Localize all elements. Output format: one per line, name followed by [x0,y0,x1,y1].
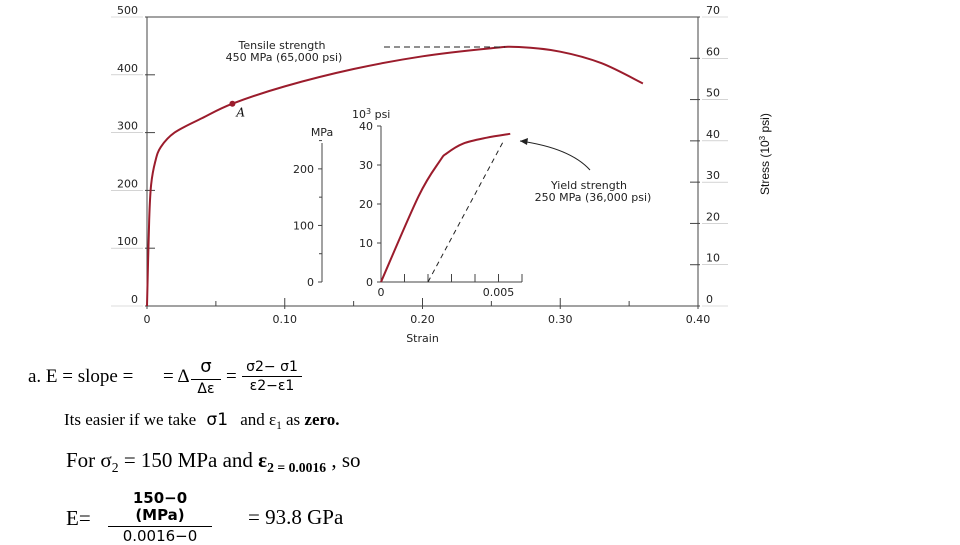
delta-equals: = Δ [163,366,190,387]
yield-arrow [519,140,591,171]
tensile-label-line2: 450 MPa (65,000 psi) [226,51,343,64]
inset-mpa-label: MPa [311,126,333,139]
left-y-tick-label: 0 [131,293,138,306]
fraction-bar [191,378,221,380]
fraction-denominator-2: ε2−ε1 [249,378,295,395]
epsilon-subscript: 1 [276,419,282,432]
inset-curve [380,132,511,283]
left-y-tick-label: 300 [117,120,138,133]
right-axis-label: Stress (103 psi) [758,113,773,195]
right-y-tick-label: 50 [706,87,720,100]
x-tick-label: 0.20 [410,313,435,326]
right-y-tick-label: 40 [706,128,720,141]
point-a-label: A [235,106,245,120]
value-text: = 150 MPa and [118,448,259,472]
solution-line-4-prefix: E= [66,506,91,531]
x-tick-label: 0.30 [548,313,573,326]
inset-ksi-tick-label: 30 [359,159,373,172]
zero-word: zero. [304,410,340,429]
right-y-tick-label: 60 [706,45,720,58]
fraction-e-denominator: 0.0016−0 [122,526,198,545]
yield-arrowhead [520,138,528,145]
inset-ksi-tick-label: 20 [359,198,373,211]
solution-prefix: a. E = slope = [28,366,134,387]
fraction-e-value: 150−0 (MPa) 0.0016−0 [108,489,212,545]
equals-sign: = [226,366,237,387]
left-y-tick-label: 400 [117,62,138,75]
fraction-e-bar [108,525,212,527]
solution-eq-delta: = Δ [163,366,190,388]
right-axis-label-end: psi) [758,113,772,136]
solution-eq-2: = [226,366,237,388]
inset-mpa-tick-label: 200 [293,163,314,176]
main-chart-series [146,45,644,307]
point-a-marker [229,100,236,107]
x-axis-label: Strain [406,332,439,345]
inset-ksi-tick-label: 10 [359,237,373,250]
right-axis-label-base: Stress (10 [758,140,772,195]
inset-x-tick-label-0: 0 [378,286,385,299]
solution-line-3: For σ2 = 150 MPa and ε2 = 0.0016 , so [66,448,361,476]
inset-mpa-tick-label: 100 [293,219,314,232]
fraction-e-numerator: 150−0 (MPa) [132,489,188,525]
tensile-label-line1: Tensile strength [237,39,325,52]
e-equals: E= [66,506,91,530]
result-value: = 93.8 GPa [248,505,344,529]
x-tick-label: 0.40 [686,313,711,326]
right-y-tick-label: 30 [706,169,720,182]
right-y-tick-label: 70 [706,4,720,17]
inset-ksi-label-sup: 3 [366,107,371,116]
fraction-delta-sigma-over-delta-eps: σ2− σ1 ε2−ε1 [242,359,302,394]
inset-ksi-label-unit: psi [371,108,390,121]
epsilon2: ε [258,448,268,472]
so-text: , so [326,448,361,472]
yield-label-line1: Yield strength [550,179,627,192]
as-text: as [281,410,305,429]
sigma1-symbol: σ1 [206,410,229,430]
x-tick-label: 0.10 [273,313,298,326]
fraction-numerator: σ [200,356,212,377]
sigma-subscript: 2 [111,459,119,475]
and-epsilon: and ε [240,410,277,429]
epsilon2-subscript: 2 = 0.0016 [267,459,327,475]
x-tick-label: 0 [144,313,151,326]
left-y-tick-label: 200 [117,177,138,190]
solution-line-1: a. E = slope = [28,366,133,388]
inset-ksi-label-base: 10 [352,108,366,121]
line2-text: Its easier if we take [64,410,197,429]
solution-line-2: Its easier if we take σ1 and ε1 as zero. [64,410,340,432]
right-y-tick-label: 0 [706,293,713,306]
inset-ksi-label: 103 psi [352,107,390,122]
fraction-sigma-over-delta-eps: σ Δε [191,356,221,397]
solution-result: = 93.8 GPa [248,505,343,530]
for-sigma: For σ [66,448,112,472]
yield-label-line2: 250 MPa (36,000 psi) [535,191,652,204]
right-axis-label-sup: 3 [758,135,767,140]
inset-mpa-tick-label: 0 [307,276,314,289]
right-y-tick-label: 20 [706,210,720,223]
inset-x-tick-label-005: 0.005 [483,286,515,299]
right-y-tick-label: 10 [706,252,720,265]
fraction-denominator: Δε [197,380,215,397]
left-y-tick-label: 100 [117,235,138,248]
left-y-tick-label: 500 [117,4,138,17]
fraction-bar-2 [242,376,302,378]
inset-ksi-tick-label: 40 [359,120,373,133]
main-curve [146,45,644,307]
fraction-numerator-2: σ2− σ1 [246,359,298,375]
inset-ksi-tick-label: 0 [366,276,373,289]
